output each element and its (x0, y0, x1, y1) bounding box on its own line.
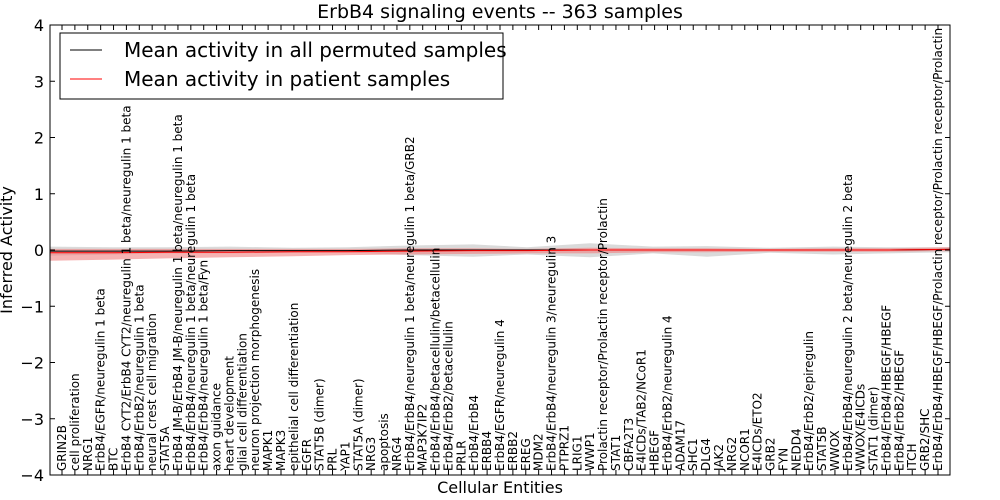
category-label: ERBB4 (480, 431, 494, 471)
category-label: JAK2 (712, 444, 726, 472)
y-tick-label: 4 (34, 16, 44, 35)
category-label: ERBB2 (506, 431, 520, 471)
category-label: DLG4 (699, 438, 713, 471)
category-label: STAT1 (dimer) (867, 387, 881, 471)
category-label: CBFA2T3 (622, 418, 636, 471)
category-label: ErbB4/ErbB2/neuregulin 4 (661, 315, 675, 471)
category-label: ErbB4/ErbB2/betacellulin (442, 321, 456, 471)
category-label: ErbB4/ErbB4 (467, 395, 481, 471)
category-label: MAPK1 (261, 430, 275, 471)
category-label: Prolactin receptor/Prolactin receptor/Pr… (596, 198, 610, 471)
category-label: ErbB4/ErbB4/neuregulin 1 beta/neuregulin… (184, 174, 198, 471)
legend-label: Mean activity in all permuted samples (124, 38, 507, 62)
category-label: STAT5A (158, 426, 172, 471)
y-tick-label: −1 (20, 297, 44, 316)
category-label: ADAM17 (673, 420, 687, 471)
category-label: MAPK3 (274, 430, 288, 471)
category-label: ErbB4/ErbB4/neuregulin 2 beta/neuregulin… (841, 174, 855, 471)
category-label: YAP1 (338, 442, 352, 472)
y-tick-label: 2 (34, 129, 44, 148)
category-label: STAT5B (815, 427, 829, 472)
category-label: GRB2/SHC (918, 408, 932, 471)
category-label: ErbB4/ErbB4/neuregulin 1 beta/Fyn (197, 260, 211, 471)
category-label: WWOX/E4ICDs (854, 384, 868, 471)
category-label: SHC1 (686, 438, 700, 471)
y-tick-label: −4 (20, 466, 44, 485)
category-label: cell proliferation (68, 373, 82, 471)
y-axis-ticks: −4 −3 −2 −1 0 1 2 3 4 (20, 16, 950, 485)
category-label: GRIN2B (55, 425, 69, 471)
category-label: neuron projection morphogenesis (248, 269, 262, 471)
category-label: ErbB4/EGFR/neuregulin 1 beta (94, 288, 108, 471)
category-label: ErbB4/ErbB2/HBEGF (892, 350, 906, 471)
category-label: MDM2 (532, 433, 546, 471)
category-label: ErbB4/ErbB2/epiregulin (802, 331, 816, 471)
category-label: ErbB4/ErbB4/neuregulin 1 beta/neuregulin… (403, 136, 417, 471)
category-label: PRL (326, 448, 340, 471)
category-label: ErbB4/ErbB4/neuregulin 3/neuregulin 3 (545, 236, 559, 471)
x-axis-ticks (61, 25, 939, 475)
y-tick-label: −2 (20, 354, 44, 373)
category-label: ITCH (905, 443, 919, 471)
category-label: NRG4 (390, 437, 404, 471)
category-label: NRG3 (364, 437, 378, 471)
category-label: WWOX (828, 430, 842, 471)
y-tick-label: 1 (34, 185, 44, 204)
category-label: epithelial cell differentiation (287, 303, 301, 471)
series-lines (50, 248, 951, 254)
category-label: E4ICDs/TAB2/NCoR1 (635, 349, 649, 471)
category-label: STAT1 (609, 435, 623, 471)
category-label: HBEGF (648, 430, 662, 471)
category-label: ErbB4/ErbB4/betacellulin/betacellulin (429, 248, 443, 471)
y-tick-label: −3 (20, 410, 44, 429)
category-label: FYN (776, 448, 790, 471)
series-line-patient (50, 248, 951, 254)
category-label: STAT5A (dimer) (351, 378, 365, 471)
category-label: WWP1 (583, 432, 597, 471)
category-label: PRLR (454, 440, 468, 471)
category-label: NRG1 (81, 437, 95, 471)
category-label: axon guidance (210, 383, 224, 471)
category-label: ErbB4 JM-B/ErbB4 JM-B/neuregulin 1 beta/… (171, 114, 185, 471)
category-label: ErbB4/ErbB4/HBEGF/HBEGF (880, 305, 894, 471)
category-label: LRIG1 (570, 436, 584, 472)
category-label: apoptosis (377, 413, 391, 471)
category-label: NEDD4 (789, 428, 803, 471)
category-label: glial cell differentiation (235, 333, 249, 471)
category-label: ErbB4/ErbB4/HBEGF/HBEGF/Prolactin recept… (931, 28, 945, 471)
category-label: E4ICDs/ETO2 (751, 392, 765, 471)
y-tick-label: 3 (34, 72, 44, 91)
y-axis-label: Inferred Activity (0, 186, 16, 314)
category-label: ErbB4/EGFR/neuregulin 4 (493, 319, 507, 471)
category-label: ErbB4 CYT2/ErbB4 CYT2/neuregulin 1 beta/… (119, 105, 133, 471)
chart-title: ErbB4 signaling events -- 363 samples (317, 1, 683, 23)
category-label: neural crest cell migration (145, 313, 159, 471)
category-label: heart development (223, 356, 237, 471)
category-label: GRB2 (764, 437, 778, 471)
category-label: MAP3K7IP2 (416, 404, 430, 471)
category-label: NCOR1 (738, 428, 752, 471)
y-tick-label: 0 (34, 241, 44, 260)
legend-box (59, 32, 504, 100)
x-axis-label: Cellular Entities (437, 478, 563, 497)
category-label: STAT5B (dimer) (313, 378, 327, 471)
legend: Mean activity in all permuted samples Mea… (59, 32, 507, 100)
category-label: EGFR (300, 439, 314, 471)
category-label: BTC (107, 448, 121, 471)
category-label: EREG (519, 438, 533, 471)
category-label: NRG2 (725, 437, 739, 471)
legend-label: Mean activity in patient samples (124, 67, 450, 91)
category-label: ErbB4/ErbB2/neuregulin 1 beta (132, 284, 146, 471)
category-label: PTPRZ1 (557, 425, 571, 471)
